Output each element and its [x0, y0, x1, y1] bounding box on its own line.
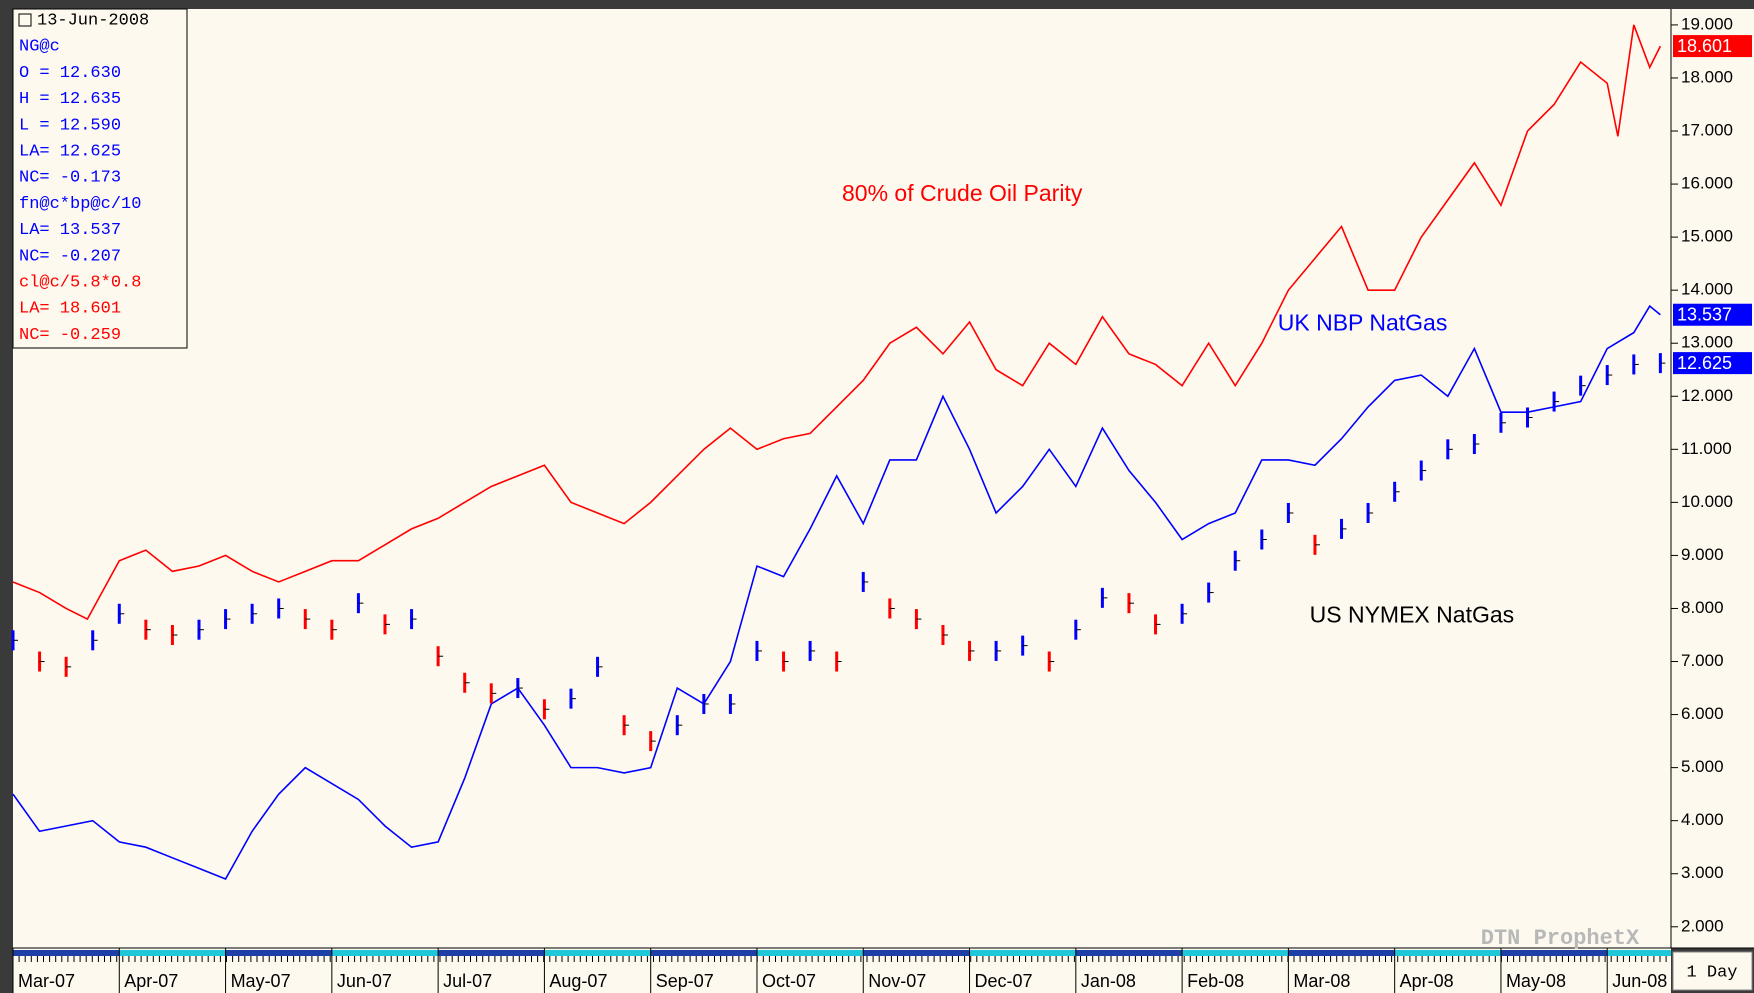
y-tick-label: 18.000 — [1681, 67, 1733, 86]
last-value-label: 12.625 — [1677, 353, 1732, 373]
info-line: NC= -0.259 — [19, 326, 121, 345]
x-tick-label: Oct-07 — [762, 971, 816, 991]
series-line — [12, 304, 1661, 881]
y-tick-label: 11.000 — [1681, 439, 1732, 458]
x-tick-label: Aug-07 — [549, 971, 607, 991]
x-tick-label: Jan-08 — [1081, 971, 1136, 991]
price-bar — [1021, 635, 1025, 656]
x-tick-label: Mar-08 — [1293, 971, 1350, 991]
month-band — [969, 950, 1076, 956]
x-tick-label: Apr-07 — [124, 971, 178, 991]
y-tick-label: 17.000 — [1681, 121, 1733, 140]
last-value-tag — [1673, 352, 1752, 375]
y-tick-label: 19.000 — [1681, 14, 1733, 33]
annotation: 80% of Crude Oil Parity — [842, 180, 1083, 206]
y-tick-label: 12.000 — [1681, 386, 1733, 405]
month-band — [863, 950, 970, 956]
plot — [11, 24, 1666, 881]
y-tick-label: 13.000 — [1681, 333, 1733, 352]
x-tick-label: Dec-07 — [975, 971, 1033, 991]
info-line: L = 12.590 — [19, 116, 121, 135]
last-value-tag — [1673, 303, 1752, 326]
y-tick-label: 7.000 — [1681, 651, 1724, 670]
info-line: fn@c*bp@c/10 — [19, 195, 141, 214]
info-line: H = 12.635 — [19, 90, 121, 109]
watermark: DTN ProphetX — [1481, 926, 1640, 951]
month-band — [544, 950, 651, 956]
month-band — [438, 950, 545, 956]
info-line: 13-Jun-2008 — [37, 11, 149, 30]
month-band — [650, 950, 757, 956]
x-tick-label: May-08 — [1506, 971, 1566, 991]
month-band — [756, 950, 864, 956]
last-value-label: 18.601 — [1677, 36, 1732, 56]
info-line: LA= 12.625 — [19, 142, 121, 161]
y-tick-label: 16.000 — [1681, 174, 1733, 193]
y-tick-label: 3.000 — [1681, 863, 1724, 882]
y-tick-label: 5.000 — [1681, 757, 1724, 776]
annotation: US NYMEX NatGas — [1310, 602, 1515, 628]
x-tick-label: Jun-08 — [1612, 971, 1667, 991]
last-value-label: 13.537 — [1677, 304, 1732, 324]
y-tick-label: 14.000 — [1681, 280, 1733, 299]
x-tick-label: Apr-08 — [1400, 971, 1454, 991]
info-line: LA= 13.537 — [19, 221, 121, 240]
info-icon — [18, 13, 32, 27]
month-band — [1075, 950, 1183, 956]
x-tick-label: Mar-07 — [18, 971, 75, 991]
info-line: NC= -0.207 — [19, 247, 121, 266]
x-tick-label: Jul-07 — [443, 971, 492, 991]
y-tick-label: 8.000 — [1681, 598, 1724, 617]
month-band — [1288, 950, 1395, 956]
month-band — [119, 950, 226, 956]
month-band — [331, 950, 439, 956]
month-band — [1500, 950, 1608, 956]
plot-area — [13, 9, 1671, 948]
month-band — [1182, 950, 1289, 956]
info-line: LA= 18.601 — [19, 300, 121, 319]
month-band — [1607, 950, 1671, 956]
info-line: cl@c/5.8*0.8 — [19, 273, 141, 292]
info-line: NC= -0.173 — [19, 169, 121, 188]
x-tick-label: May-07 — [231, 971, 291, 991]
info-box — [12, 8, 188, 349]
x-tick-label: Nov-07 — [868, 971, 926, 991]
y-tick-label: 10.000 — [1681, 492, 1733, 511]
annotation: UK NBP NatGas — [1278, 310, 1448, 336]
x-tick-label: Jun-07 — [337, 971, 392, 991]
period-label[interactable]: 1 Day — [1686, 963, 1737, 982]
month-band — [13, 950, 120, 956]
last-value-tag — [1673, 35, 1752, 58]
info-line: O = 12.630 — [19, 64, 121, 83]
y-tick-label: 15.000 — [1681, 227, 1733, 246]
series-line — [12, 24, 1662, 621]
y-tick-label: 9.000 — [1681, 545, 1724, 564]
month-band — [1394, 950, 1501, 956]
y-tick-label: 2.000 — [1681, 916, 1724, 935]
y-tick-label: 6.000 — [1681, 704, 1724, 723]
x-tick-label: Sep-07 — [656, 971, 714, 991]
info-line: NG@c — [19, 38, 60, 57]
x-tick-label: Feb-08 — [1187, 971, 1244, 991]
y-tick-label: 4.000 — [1681, 810, 1724, 829]
month-band — [225, 950, 332, 956]
period-button[interactable] — [1672, 951, 1753, 991]
right-axis-area — [1671, 9, 1754, 948]
